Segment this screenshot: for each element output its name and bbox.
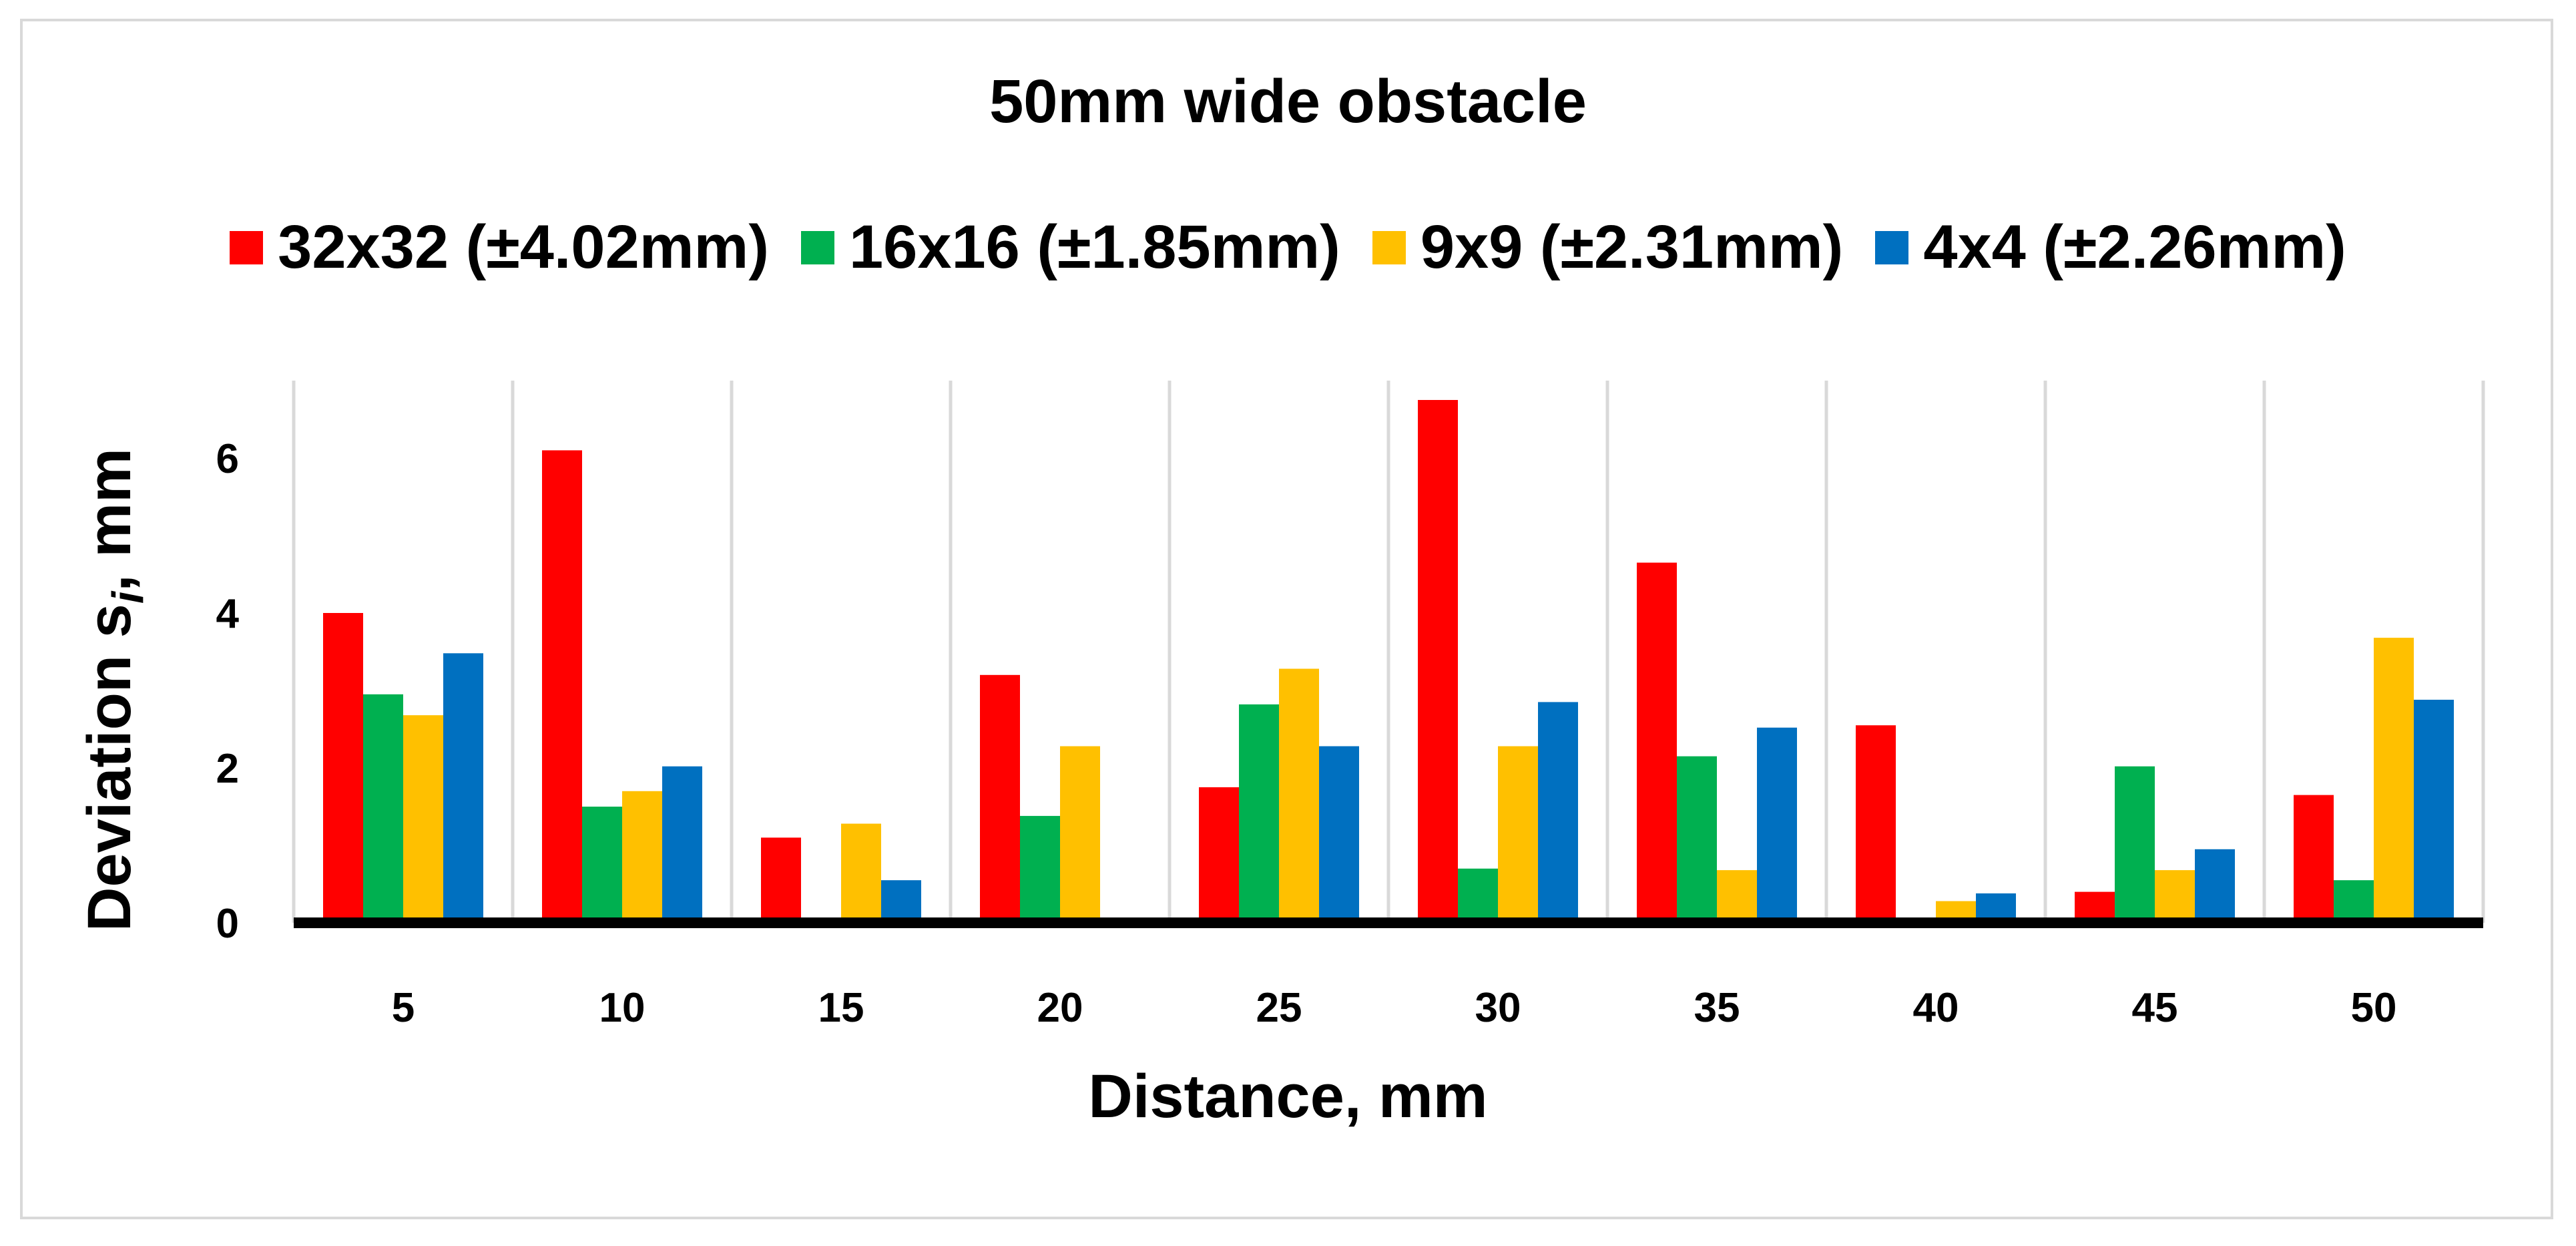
bar-series-0-cat-15: [761, 837, 801, 923]
bar-series-1-cat-50: [2334, 880, 2374, 923]
x-tick-label: 25: [1256, 985, 1302, 1031]
bar-series-2-cat-45: [2155, 870, 2195, 923]
bar-series-2-cat-25: [1279, 668, 1319, 923]
bar-series-2-cat-30: [1498, 746, 1538, 923]
bar-series-1-cat-20: [1020, 815, 1060, 923]
bar-series-3-cat-25: [1319, 746, 1359, 923]
legend-swatch-series-2: [1372, 230, 1406, 264]
x-tick-label: 40: [1913, 985, 1959, 1031]
bar-series-2-cat-50: [2374, 638, 2414, 923]
bar-series-1-cat-5: [363, 694, 403, 923]
chart-title: 50mm wide obstacle: [989, 67, 1587, 136]
legend-label-series-0: 32x32 (±4.02mm): [278, 213, 769, 281]
legend-label-series-3: 4x4 (±2.26mm): [1923, 213, 2346, 281]
bar-series-3-cat-35: [1757, 727, 1797, 923]
y-tick-label: 4: [216, 591, 240, 637]
bar-series-0-cat-30: [1418, 400, 1458, 923]
y-axis-title-subscript: i: [103, 591, 153, 604]
bar-series-0-cat-5: [323, 613, 363, 923]
legend-item-series-2: 9x9 (±2.31mm): [1372, 212, 1844, 282]
bar-series-0-cat-25: [1199, 787, 1239, 923]
x-tick-label: 5: [392, 985, 415, 1031]
y-axis-title: Deviation si, mm: [75, 448, 153, 931]
legend-label-series-1: 16x16 (±1.85mm): [849, 213, 1340, 281]
y-axis-title-suffix: , mm: [75, 448, 144, 592]
x-tick-label: 15: [818, 985, 864, 1031]
bar-series-2-cat-10: [622, 791, 662, 923]
legend: 32x32 (±4.02mm) 16x16 (±1.85mm) 9x9 (±2.…: [0, 212, 2576, 282]
bar-series-1-cat-10: [582, 807, 622, 923]
legend-item-series-0: 32x32 (±4.02mm): [230, 212, 769, 282]
x-tick-label: 45: [2132, 985, 2178, 1031]
bar-series-2-cat-15: [841, 823, 881, 923]
legend-item-series-3: 4x4 (±2.26mm): [1875, 212, 2346, 282]
bar-series-3-cat-45: [2195, 849, 2235, 923]
bar-series-1-cat-30: [1458, 868, 1498, 923]
x-tick-label: 30: [1475, 985, 1521, 1031]
legend-swatch-series-1: [801, 230, 834, 264]
x-tick-label: 10: [599, 985, 646, 1031]
y-axis-title-main: Deviation s: [75, 604, 144, 931]
x-tick-label: 20: [1037, 985, 1083, 1031]
bar-series-1-cat-25: [1239, 704, 1279, 923]
bar-series-3-cat-5: [443, 653, 483, 923]
legend-swatch-series-3: [1875, 230, 1909, 264]
bar-series-0-cat-10: [542, 450, 582, 923]
x-axis-title: Distance, mm: [1088, 1062, 1488, 1130]
legend-label-series-2: 9x9 (±2.31mm): [1420, 213, 1844, 281]
bar-series-3-cat-30: [1538, 702, 1578, 923]
y-tick-label: 2: [216, 746, 239, 792]
bar-series-2-cat-5: [403, 715, 443, 923]
bar-series-0-cat-40: [1856, 725, 1896, 923]
bar-series-0-cat-50: [2294, 795, 2334, 923]
y-tick-label: 6: [216, 436, 239, 482]
y-tick-label: 0: [216, 901, 239, 947]
legend-swatch-series-0: [230, 230, 264, 264]
bar-series-3-cat-15: [881, 880, 921, 923]
x-tick-label: 35: [1694, 985, 1740, 1031]
bar-series-3-cat-50: [2414, 699, 2454, 923]
bar-series-1-cat-45: [2115, 766, 2155, 923]
bar-series-0-cat-35: [1637, 562, 1677, 923]
legend-item-series-1: 16x16 (±1.85mm): [801, 212, 1340, 282]
bar-series-2-cat-35: [1717, 870, 1757, 923]
bar-series-2-cat-20: [1060, 746, 1100, 923]
bar-series-0-cat-20: [980, 674, 1020, 923]
chart-frame: [20, 19, 2553, 1219]
bar-series-1-cat-35: [1677, 756, 1717, 923]
x-tick-label: 50: [2351, 985, 2397, 1031]
bar-series-3-cat-10: [662, 766, 702, 923]
